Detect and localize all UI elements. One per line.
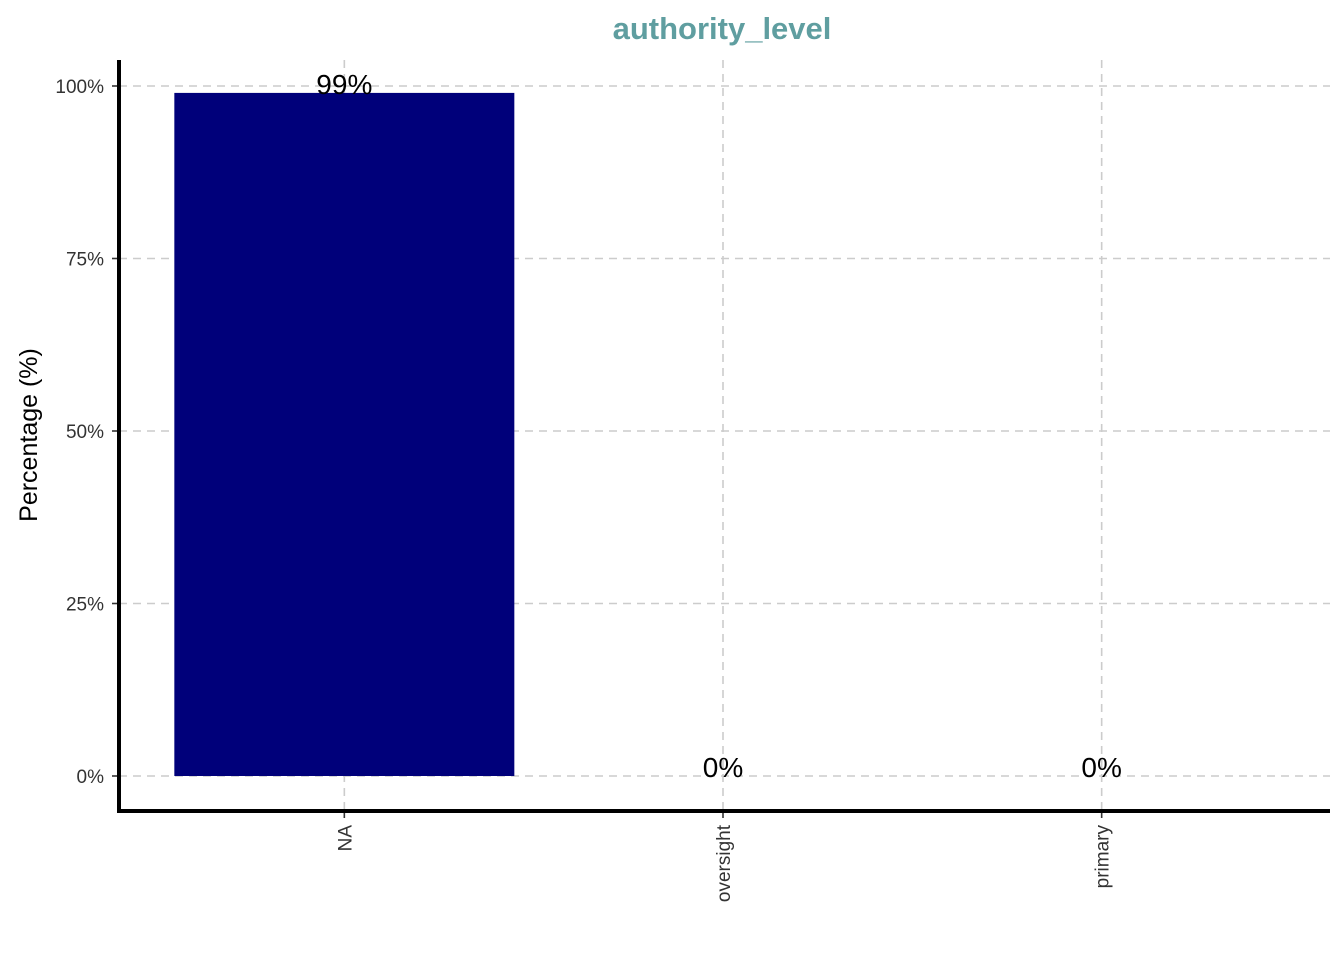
y-tick-label: 0%	[77, 767, 105, 788]
x-tick-label: NA	[335, 825, 356, 852]
bar-layer	[174, 92, 515, 776]
data-label: 0%	[1081, 752, 1121, 783]
x-tick-label: primary	[1093, 825, 1114, 889]
bar-na	[174, 92, 515, 776]
chart-title: authority_level	[613, 11, 832, 46]
axis-layer: 0% 25% 50% 75% 100% NA oversight primary	[55, 60, 1330, 902]
x-tick-label: oversight	[714, 824, 735, 902]
y-tick-label: 75%	[66, 250, 104, 271]
y-tick-label: 25%	[66, 595, 104, 616]
y-tick-label: 100%	[55, 77, 104, 98]
data-label-layer: 99% 0% 0%	[316, 69, 1122, 783]
y-tick-label: 50%	[66, 422, 104, 443]
y-axis-title: Percentage (%)	[15, 348, 43, 522]
data-label: 99%	[316, 69, 372, 100]
data-label: 0%	[703, 752, 743, 783]
